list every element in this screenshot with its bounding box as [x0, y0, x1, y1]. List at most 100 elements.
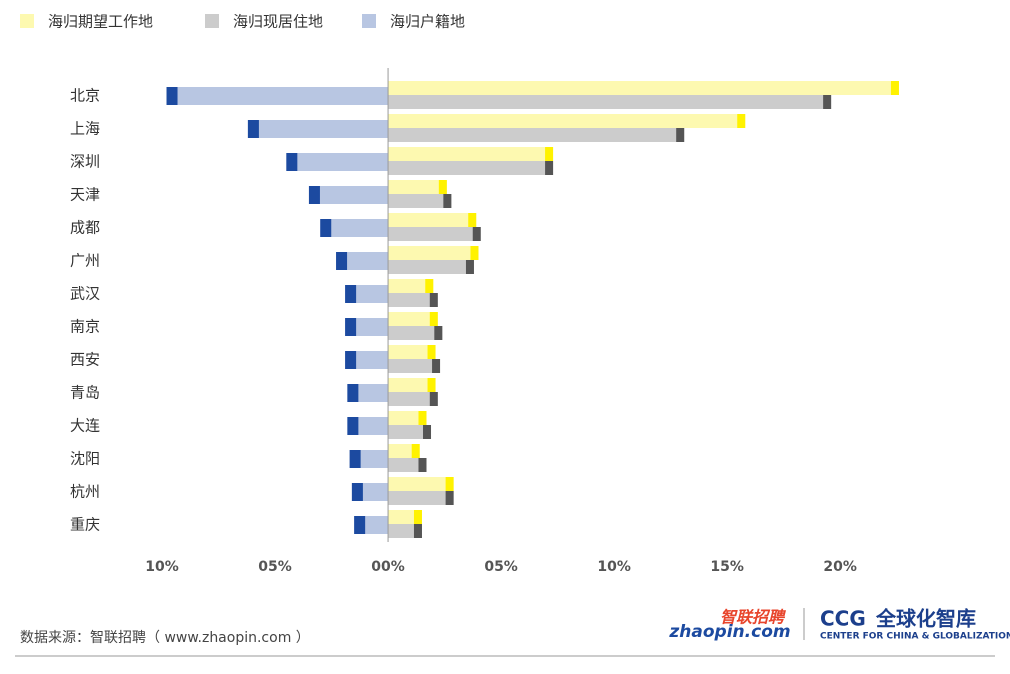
bar — [388, 510, 422, 524]
x-tick-label: 10% — [145, 559, 179, 575]
bar — [388, 161, 554, 175]
bar-cap — [347, 384, 359, 402]
y-tick-label: 广州 — [70, 252, 100, 270]
bar-cap — [676, 128, 685, 142]
y-tick-label: 深圳 — [70, 153, 100, 171]
bar — [308, 186, 389, 204]
bar — [166, 87, 389, 105]
bar-cap — [737, 114, 746, 128]
bar — [388, 194, 452, 208]
bar-cap — [438, 180, 447, 194]
bar-cap — [427, 345, 436, 359]
bar — [388, 128, 685, 142]
bar — [388, 180, 447, 194]
bar-cap — [345, 318, 357, 336]
bar-cap — [413, 510, 422, 524]
y-tick-label: 南京 — [70, 318, 100, 336]
bar-cap — [347, 417, 359, 435]
bar-cap — [286, 153, 298, 171]
bar — [388, 279, 434, 293]
bar-cap — [443, 194, 452, 208]
bar-cap — [427, 378, 436, 392]
x-tick-label: 10% — [597, 559, 631, 575]
y-tick-label: 重庆 — [70, 516, 100, 534]
bar-cap — [445, 491, 454, 505]
logo-ccg: CCG — [820, 607, 866, 631]
bar-cap — [423, 425, 432, 439]
bar-cap — [545, 147, 554, 161]
bar-cap — [465, 260, 474, 274]
bar-cap — [413, 524, 422, 538]
bar-cap — [823, 95, 832, 109]
bar — [388, 378, 436, 392]
y-tick-label: 大连 — [70, 417, 100, 435]
y-tick-label: 青岛 — [70, 384, 100, 402]
bar-cap — [247, 120, 259, 138]
bar-cap — [429, 392, 438, 406]
bar — [388, 213, 477, 227]
bar-cap — [468, 213, 477, 227]
bar-cap — [336, 252, 348, 270]
legend-label: 海归户籍地 — [390, 13, 465, 31]
logo-ccg-cn: 全球化智库 — [875, 607, 976, 631]
bar — [388, 260, 474, 274]
y-tick-label: 天津 — [70, 186, 100, 204]
bar — [388, 345, 436, 359]
bar — [388, 95, 832, 109]
bar-cap — [445, 477, 454, 491]
source: 数据来源：智联招聘（ www.zhaopin.com ） — [20, 630, 310, 646]
bar-cap — [354, 516, 366, 534]
bar-cap — [418, 458, 427, 472]
bar — [388, 312, 438, 326]
bar — [388, 326, 443, 340]
y-tick-label: 北京 — [70, 87, 100, 105]
y-tick-label: 杭州 — [70, 483, 100, 501]
legend-label: 海归现居住地 — [233, 13, 323, 31]
legend-swatch — [362, 14, 376, 28]
legend-swatch — [20, 14, 34, 28]
bar — [388, 114, 746, 128]
bar-cap — [345, 285, 357, 303]
bar — [388, 227, 481, 241]
bar — [388, 524, 422, 538]
bar — [388, 81, 899, 95]
bar — [388, 491, 454, 505]
bar — [336, 252, 389, 270]
bar-cap — [166, 87, 178, 105]
y-tick-label: 西安 — [70, 351, 100, 369]
bar-cap — [432, 359, 441, 373]
bar — [388, 411, 427, 425]
bar-cap — [429, 293, 438, 307]
logo-zhaopin-cn: 智联招聘 — [720, 608, 787, 627]
legend-label: 海归期望工作地 — [48, 13, 153, 31]
bar — [286, 153, 389, 171]
bar — [388, 246, 479, 260]
bar-cap — [470, 246, 479, 260]
y-tick-label: 上海 — [70, 120, 100, 138]
bar-cap — [890, 81, 899, 95]
legend-swatch — [205, 14, 219, 28]
bar — [388, 458, 427, 472]
bar-cap — [472, 227, 481, 241]
bar-cap — [411, 444, 420, 458]
bar-cap — [429, 312, 438, 326]
bar — [388, 477, 454, 491]
x-tick-label: 15% — [710, 559, 744, 575]
y-tick-label: 成都 — [70, 219, 100, 237]
x-tick-label: 05% — [258, 559, 292, 575]
bar-cap — [418, 411, 427, 425]
bar-cap — [434, 326, 443, 340]
bar-cap — [349, 450, 361, 468]
bar — [320, 219, 389, 237]
bar-cap — [425, 279, 434, 293]
bar-cap — [320, 219, 332, 237]
bar — [388, 147, 554, 161]
bar-cap — [351, 483, 363, 501]
bar — [388, 425, 432, 439]
bar — [388, 359, 441, 373]
bar — [247, 120, 389, 138]
y-tick-label: 沈阳 — [70, 450, 100, 468]
logo-zhaopin-en: zhaopin.com — [668, 622, 790, 642]
bar-cap — [345, 351, 357, 369]
